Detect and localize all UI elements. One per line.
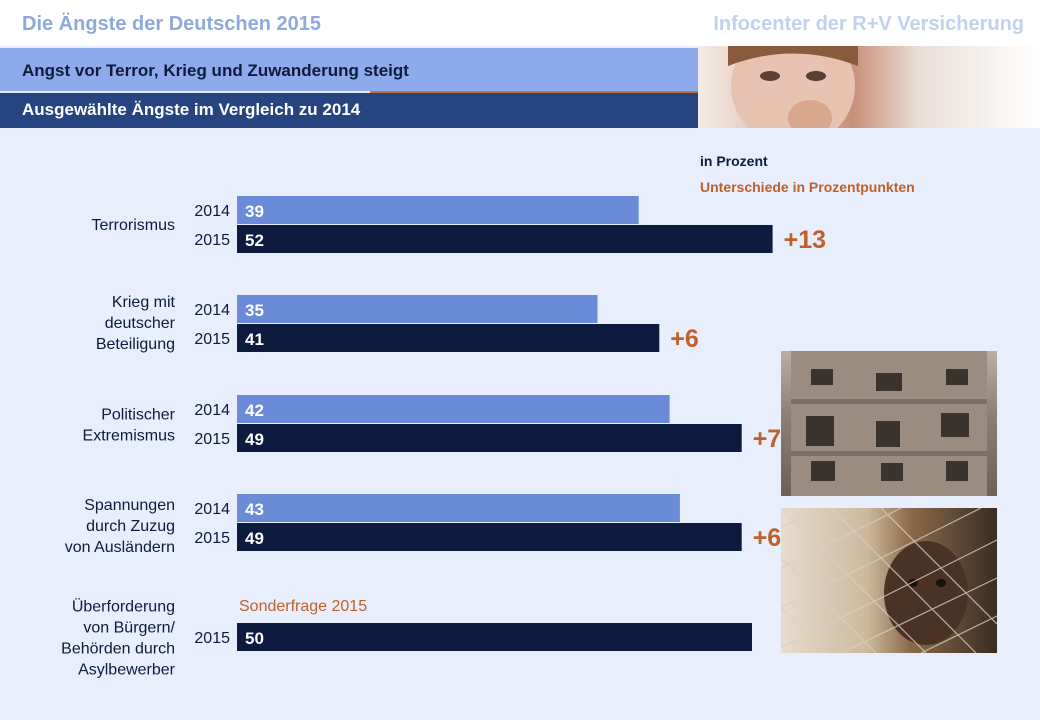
bar-2014 xyxy=(237,196,639,224)
category-label: deutscher xyxy=(105,315,176,332)
category-label: von Bürgern/ xyxy=(83,620,175,637)
subline-band xyxy=(0,93,698,128)
bar-2015 xyxy=(237,523,742,551)
category-label: Krieg mit xyxy=(112,294,176,311)
category-label: Überforderung xyxy=(72,598,175,616)
headline-band xyxy=(0,48,698,91)
bar-value-label: 49 xyxy=(245,529,264,548)
year-label: 2015 xyxy=(194,331,230,348)
headline-text: Angst vor Terror, Krieg und Zuwanderung … xyxy=(22,61,409,80)
source-label: Infocenter der R+V Versicherung xyxy=(713,13,1024,35)
year-label: 2014 xyxy=(194,302,230,319)
year-label: 2015 xyxy=(194,630,230,647)
year-label: 2014 xyxy=(194,402,230,419)
category-label: Behörden durch xyxy=(61,641,175,658)
header-bar xyxy=(0,0,1040,46)
bar-2014 xyxy=(237,494,680,522)
bar-value-label: 43 xyxy=(245,500,264,519)
category-label: Politischer xyxy=(101,407,175,424)
legend-unit-label: in Prozent xyxy=(700,153,768,169)
bar-2014 xyxy=(237,395,670,423)
woman-face-photo xyxy=(698,46,1040,128)
bar-value-label: 42 xyxy=(245,401,264,420)
year-label: 2015 xyxy=(194,530,230,547)
category-label: durch Zuzug xyxy=(86,518,175,535)
category-label: Extremismus xyxy=(83,428,175,445)
year-label: 2014 xyxy=(194,203,230,220)
difference-label: +6 xyxy=(670,325,699,353)
difference-label: +13 xyxy=(784,226,826,254)
bar-2014 xyxy=(237,295,598,323)
category-label: Terrorismus xyxy=(91,217,175,234)
subline-text: Ausgewählte Ängste im Vergleich zu 2014 xyxy=(22,100,361,119)
bar-value-label: 39 xyxy=(245,202,264,221)
page-title: Die Ängste der Deutschen 2015 xyxy=(22,13,321,35)
year-label: 2015 xyxy=(194,431,230,448)
bar-2015 xyxy=(237,623,752,651)
bar-value-label: 50 xyxy=(245,629,264,648)
bar-2015 xyxy=(237,324,660,352)
bar-value-label: 49 xyxy=(245,430,264,449)
category-label: Spannungen xyxy=(84,497,175,514)
child-behind-fence-photo xyxy=(781,508,997,653)
bar-value-label: 35 xyxy=(245,301,264,320)
ruined-building-photo xyxy=(781,351,997,496)
band-accent-line xyxy=(370,91,698,93)
bar-2015 xyxy=(237,424,742,452)
category-label: Asylbewerber xyxy=(78,662,176,679)
bar-value-label: 52 xyxy=(245,231,264,250)
category-label: von Ausländern xyxy=(65,539,175,556)
year-label: 2015 xyxy=(194,232,230,249)
annotation-label: Sonderfrage 2015 xyxy=(239,598,367,615)
year-label: 2014 xyxy=(194,501,230,518)
category-label: Beteiligung xyxy=(96,336,175,353)
difference-label: +6 xyxy=(753,524,782,552)
bar-value-label: 41 xyxy=(245,330,264,349)
bar-2015 xyxy=(237,225,773,253)
legend-difference-label: Unterschiede in Prozentpunkten xyxy=(700,179,915,195)
difference-label: +7 xyxy=(753,425,782,453)
